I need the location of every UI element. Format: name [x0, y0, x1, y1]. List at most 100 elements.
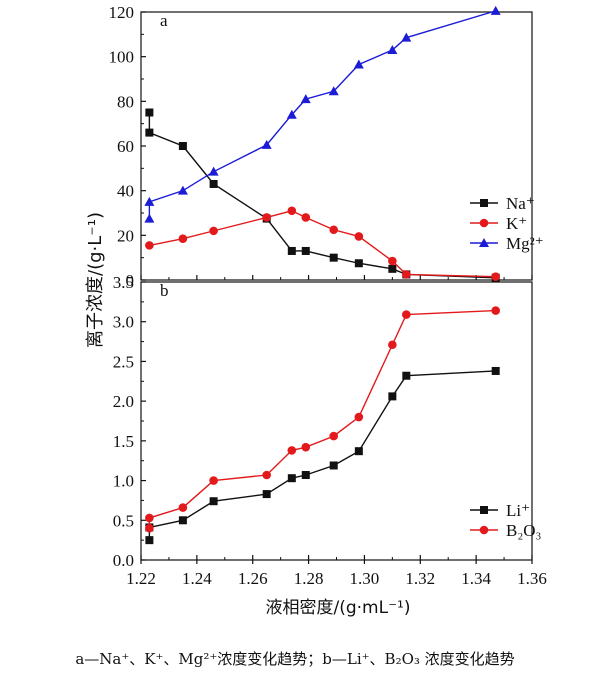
- data-point: [178, 234, 188, 243]
- data-point: [329, 225, 339, 235]
- x-tick-label: 1.24: [182, 569, 212, 588]
- data-point: [145, 128, 154, 137]
- panel-b: b 0.0 0.5 1.0 1.5 2.0 2.5 3.0 3.5 1.22 1.24 1.26 1.2…: [113, 273, 547, 588]
- data-point: [145, 108, 154, 117]
- x-tick-label: 1.28: [294, 569, 324, 588]
- series-0: [145, 108, 500, 282]
- panel-label: b: [160, 281, 169, 300]
- data-point: [145, 523, 154, 533]
- data-point: [329, 461, 338, 470]
- x-tick-label: 1.36: [517, 569, 547, 588]
- data-point: [208, 166, 219, 176]
- y-tick-label: 80: [117, 92, 134, 111]
- data-point: [490, 5, 501, 15]
- legend-label: Li⁺: [506, 501, 530, 520]
- y-tick-label: 2.0: [113, 392, 134, 411]
- y-tick-label: 3.5: [113, 273, 134, 292]
- x-tick-label: 1.26: [238, 569, 268, 588]
- figure-caption: a—Na⁺、K⁺、Mg²⁺浓度变化趋势；b—Li⁺、B₂O₃ 浓度变化趋势: [75, 650, 515, 668]
- data-point: [329, 253, 338, 262]
- x-tick-label: 1.22: [126, 569, 156, 588]
- data-point: [287, 206, 297, 216]
- data-point: [287, 246, 296, 255]
- legend-label: B₂O₃: [506, 521, 542, 540]
- data-point: [262, 213, 271, 222]
- legend-marker: [480, 506, 488, 514]
- data-point: [178, 503, 188, 512]
- legend-marker: [479, 525, 489, 535]
- data-point: [301, 246, 310, 255]
- y-axis-label: 离子浓度/(g·L⁻¹): [85, 212, 106, 348]
- data-point: [491, 272, 500, 281]
- data-point: [301, 442, 311, 452]
- data-point: [209, 179, 218, 188]
- series-1: [145, 206, 500, 281]
- y-tick-label: 100: [109, 48, 135, 67]
- data-point: [329, 431, 339, 441]
- plot-frame: [140, 11, 533, 281]
- y-tick-label: 0: [126, 271, 135, 290]
- data-point: [144, 213, 155, 223]
- legend-label: Mg²⁺: [506, 234, 544, 253]
- y-tick-label: 120: [109, 3, 135, 22]
- plot-frame: [140, 281, 533, 561]
- y-tick-label: 40: [117, 182, 134, 201]
- legend-marker: [480, 199, 488, 207]
- y-tick-label: 1.0: [113, 472, 134, 491]
- data-point: [177, 185, 188, 195]
- data-point: [387, 44, 398, 54]
- data-point: [261, 139, 272, 149]
- series-2: [144, 5, 501, 223]
- series-line: [148, 309, 496, 529]
- data-point: [388, 264, 397, 273]
- y-tick-label: 2.5: [113, 352, 134, 371]
- data-point: [402, 310, 411, 319]
- data-point: [145, 241, 154, 250]
- legend-marker: [479, 218, 489, 228]
- legend-label: K⁺: [506, 214, 527, 233]
- panel-label: a: [160, 11, 168, 30]
- data-point: [388, 256, 397, 266]
- legend-label: Na⁺: [506, 194, 535, 213]
- data-point: [328, 86, 339, 96]
- data-point: [354, 447, 363, 456]
- data-point: [301, 213, 311, 222]
- legend-marker: [479, 238, 489, 247]
- x-tick-label: 1.32: [405, 569, 435, 588]
- panel-a: a 0 20 40 60 80 100 120 Na⁺K⁺Mg²⁺: [109, 3, 544, 290]
- data-point: [209, 497, 218, 506]
- data-point: [300, 94, 311, 104]
- data-point: [262, 470, 271, 480]
- data-point: [354, 259, 363, 268]
- series-line: [148, 10, 496, 219]
- data-point: [209, 226, 218, 236]
- data-point: [402, 270, 411, 279]
- y-tick-label: 20: [117, 226, 134, 245]
- y-tick-label: 0.5: [113, 511, 134, 530]
- y-tick-label: 3.0: [113, 313, 134, 332]
- data-point: [354, 412, 364, 422]
- series-line: [148, 370, 496, 541]
- x-axis-label: 液相密度/(g·mL⁻¹): [265, 598, 410, 618]
- y-tick-label: 0.0: [113, 551, 134, 570]
- series-line: [148, 112, 496, 279]
- data-point: [402, 371, 411, 380]
- y-tick-label: 1.5: [113, 432, 134, 451]
- data-point: [388, 392, 397, 401]
- data-point: [388, 340, 397, 350]
- data-point: [209, 476, 218, 485]
- data-point: [491, 366, 500, 375]
- data-point: [491, 306, 500, 315]
- y-tick-label: 60: [117, 137, 134, 156]
- data-point: [401, 32, 412, 42]
- data-point: [145, 513, 154, 523]
- data-point: [287, 474, 296, 483]
- series-0: [145, 366, 500, 545]
- data-point: [178, 142, 187, 150]
- data-point: [287, 446, 297, 455]
- data-point: [262, 490, 271, 499]
- data-point: [353, 59, 364, 69]
- data-point: [144, 196, 155, 206]
- series-line: [149, 210, 496, 278]
